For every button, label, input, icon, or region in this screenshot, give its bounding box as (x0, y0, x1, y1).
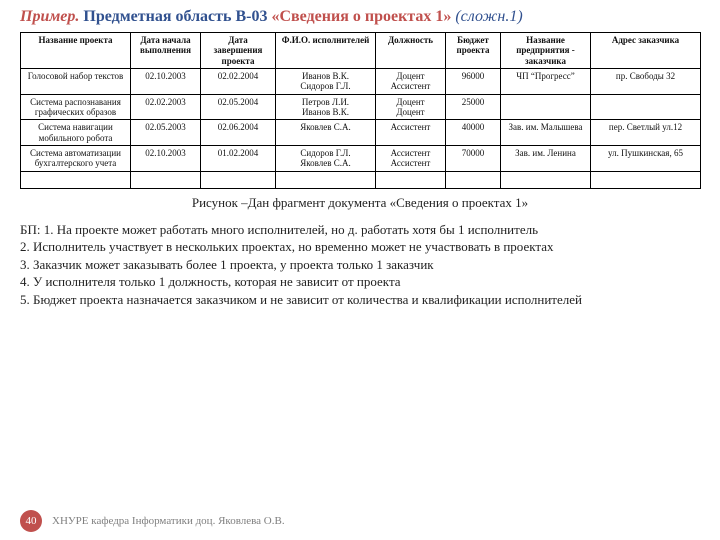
table-cell: Петров Л.И.Иванов В.К. (276, 94, 376, 120)
projects-table: Название проектаДата начала выполненияДа… (20, 32, 701, 189)
rule-line: БП: 1. На проекте может работать много и… (20, 221, 700, 239)
table-cell: Зав. им. Малышева (501, 120, 591, 146)
table-cell (201, 171, 276, 188)
slide-footer: 40 ХНУРЕ кафедра Інформатики доц. Яковле… (20, 510, 285, 532)
table-cell: АссистентАссистент (376, 146, 446, 172)
table-cell (21, 171, 131, 188)
rule-line: 4. У исполнителя только 1 должность, кот… (20, 273, 700, 291)
table-head: Название проектаДата начала выполненияДа… (21, 33, 701, 69)
table-header-cell: Дата начала выполнения (131, 33, 201, 69)
rule-line: 5. Бюджет проекта назначается заказчиком… (20, 291, 700, 309)
rule-line: 3. Заказчик может заказывать более 1 про… (20, 256, 700, 274)
table-cell: ДоцентАссистент (376, 69, 446, 95)
table-cell: Голосовой набор текстов (21, 69, 131, 95)
table-cell: Система автоматизации бухгалтерского уче… (21, 146, 131, 172)
table-cell: 02.10.2003 (131, 146, 201, 172)
table-row: Голосовой набор текстов02.10.200302.02.2… (21, 69, 701, 95)
table-row-empty (21, 171, 701, 188)
table-cell: Иванов В.К.Сидоров Г.Л. (276, 69, 376, 95)
footer-text: ХНУРЕ кафедра Інформатики доц. Яковлева … (52, 515, 285, 527)
table-body: Голосовой набор текстов02.10.200302.02.2… (21, 69, 701, 189)
table-cell (501, 171, 591, 188)
table-cell (591, 171, 701, 188)
table-row: Система автоматизации бухгалтерского уче… (21, 146, 701, 172)
table-cell: 01.02.2004 (201, 146, 276, 172)
table-header-cell: Ф.И.О. исполнителей (276, 33, 376, 69)
title-quoted: «Сведения о проектах 1» (271, 8, 451, 25)
table-cell: 96000 (446, 69, 501, 95)
table-header-cell: Название предприятия - заказчика (501, 33, 591, 69)
slide: Пример. Предметная область В-03 «Сведени… (0, 0, 720, 540)
business-rules: БП: 1. На проекте может работать много и… (20, 221, 700, 309)
table-row: Система навигации мобильного робота02.05… (21, 120, 701, 146)
table-cell (276, 171, 376, 188)
table-cell: пер. Светлый ул.12 (591, 120, 701, 146)
table-cell: 70000 (446, 146, 501, 172)
figure-caption: Рисунок –Дан фрагмент документа «Сведени… (20, 195, 700, 211)
table-cell: Система распознавания графических образо… (21, 94, 131, 120)
table-cell (446, 171, 501, 188)
table-cell (591, 94, 701, 120)
table-row: Система распознавания графических образо… (21, 94, 701, 120)
rule-line: 2. Исполнитель участвует в нескольких пр… (20, 238, 700, 256)
title-example-pref: Пример. (20, 8, 79, 25)
table-cell: 25000 (446, 94, 501, 120)
table-cell (376, 171, 446, 188)
table-cell: ЧП “Прогресс” (501, 69, 591, 95)
table-cell: 02.02.2003 (131, 94, 201, 120)
title-main: Предметная область В-03 (83, 8, 267, 25)
table-cell: 40000 (446, 120, 501, 146)
slide-title: Пример. Предметная область В-03 «Сведени… (20, 8, 700, 26)
table-cell: Ассистент (376, 120, 446, 146)
table-cell: Яковлев С.А. (276, 120, 376, 146)
page-number-badge: 40 (20, 510, 42, 532)
table-cell: пр. Свободы 32 (591, 69, 701, 95)
table-cell (131, 171, 201, 188)
table-cell: Сидоров Г.Л.Яковлев С.А. (276, 146, 376, 172)
table-cell: 02.06.2004 (201, 120, 276, 146)
table-header-cell: Название проекта (21, 33, 131, 69)
table-cell: 02.10.2003 (131, 69, 201, 95)
table-cell: Зав. им. Ленина (501, 146, 591, 172)
title-suffix: (сложн.1) (455, 8, 522, 25)
table-cell: Система навигации мобильного робота (21, 120, 131, 146)
table-cell: ДоцентДоцент (376, 94, 446, 120)
table-cell: ул. Пушкинская, 65 (591, 146, 701, 172)
table-header-cell: Дата завершения проекта (201, 33, 276, 69)
table-cell: 02.05.2003 (131, 120, 201, 146)
table-cell: 02.02.2004 (201, 69, 276, 95)
table-cell (501, 94, 591, 120)
table-header-cell: Адрес заказчика (591, 33, 701, 69)
table-cell: 02.05.2004 (201, 94, 276, 120)
table-header-cell: Бюджет проекта (446, 33, 501, 69)
table-header-cell: Должность (376, 33, 446, 69)
